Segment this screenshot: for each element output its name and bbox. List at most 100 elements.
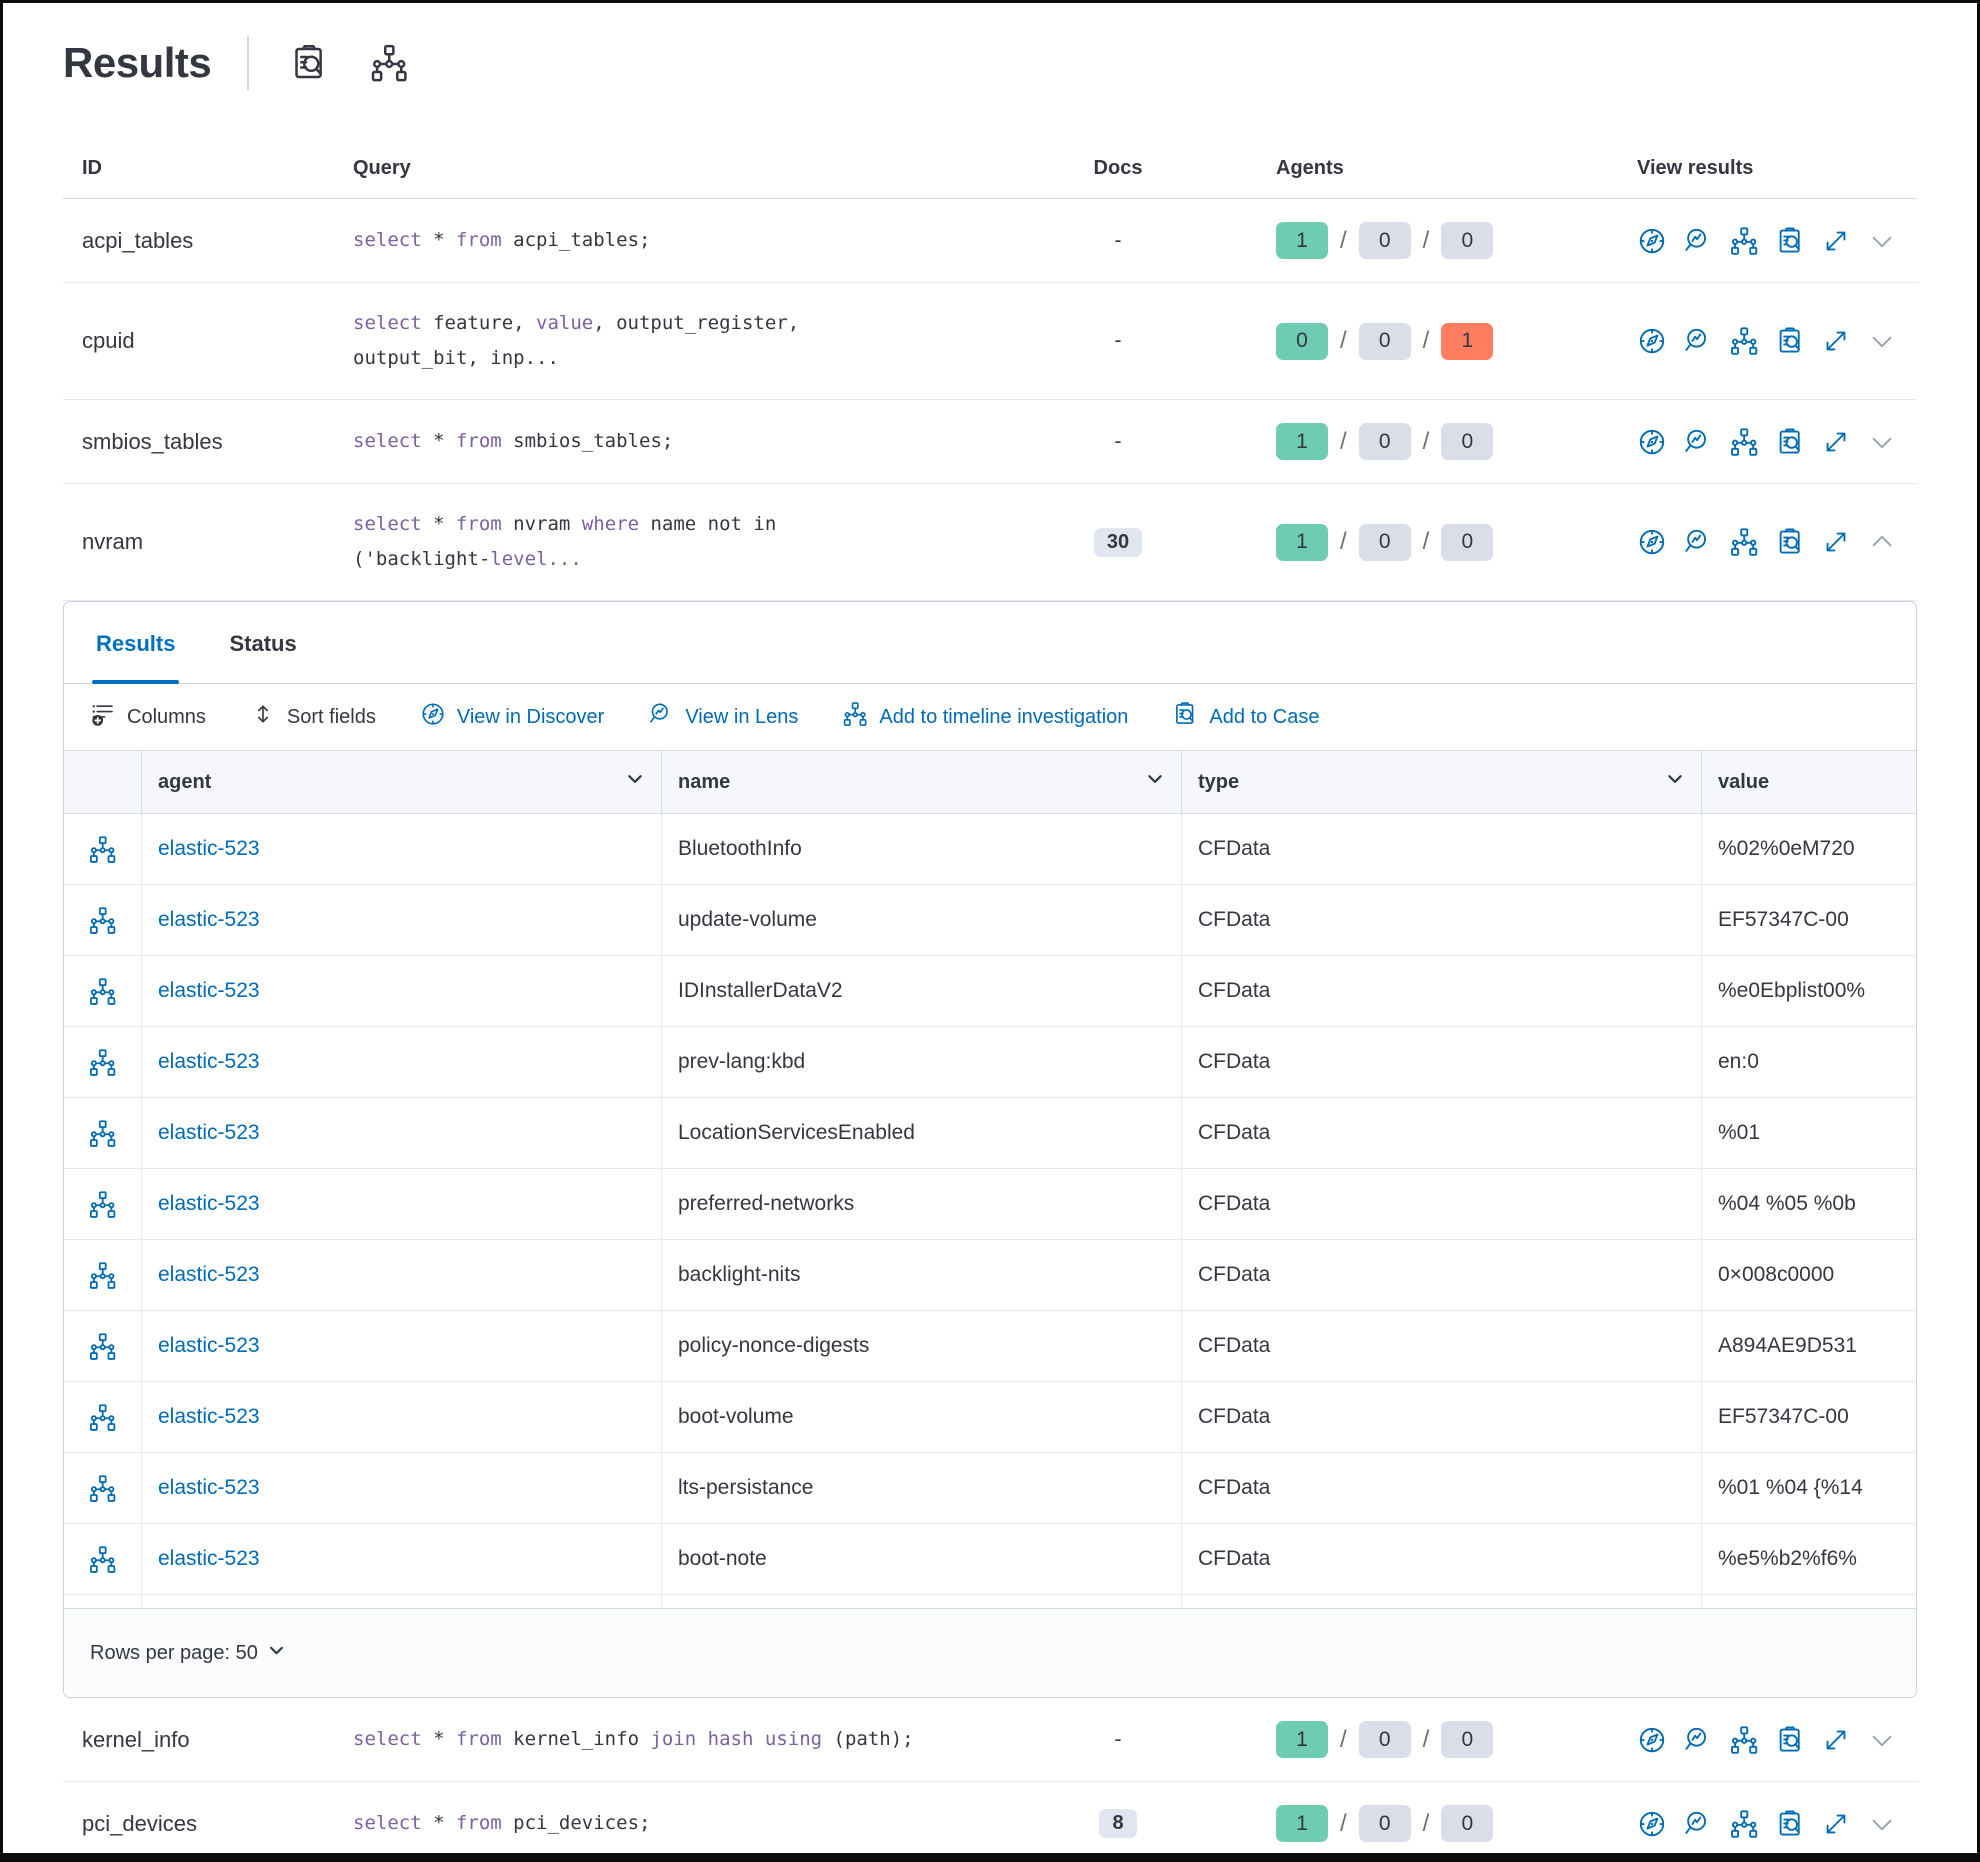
query-sql-line: select * from kernel_info join hash usin… xyxy=(353,1722,1050,1757)
add-to-timeline-icon[interactable] xyxy=(369,43,409,83)
rows-per-page-label: Rows per page: 50 xyxy=(90,1641,258,1664)
expand-results-icon[interactable] xyxy=(1821,326,1851,356)
add-result-to-timeline-icon[interactable] xyxy=(88,1545,117,1574)
row-timeline-cell xyxy=(64,1098,141,1168)
agent-link[interactable]: elastic-523 xyxy=(158,1547,260,1570)
add-to-case-icon[interactable] xyxy=(1775,1809,1805,1839)
view-in-discover-icon[interactable] xyxy=(1637,427,1667,457)
expand-row-chevron-icon[interactable] xyxy=(1867,326,1897,356)
add-to-case-icon[interactable] xyxy=(289,43,329,83)
sql-text: acpi_tables; xyxy=(501,229,651,251)
agents-separator: / xyxy=(1340,226,1347,254)
expand-row-chevron-icon[interactable] xyxy=(1867,427,1897,457)
add-result-to-timeline-icon[interactable] xyxy=(88,835,117,864)
expand-row-chevron-icon[interactable] xyxy=(1867,226,1897,256)
add-to-case-icon[interactable] xyxy=(1775,1725,1805,1755)
view-in-discover-icon[interactable] xyxy=(1637,226,1667,256)
agent-link[interactable]: elastic-523 xyxy=(158,1476,260,1499)
view-in-discover-icon[interactable] xyxy=(1637,326,1667,356)
add-to-case-icon[interactable] xyxy=(1775,427,1805,457)
agent-link[interactable]: elastic-523 xyxy=(158,1121,260,1144)
add-result-to-timeline-icon[interactable] xyxy=(88,906,117,935)
tab-results[interactable]: Results xyxy=(92,631,180,684)
add-result-to-timeline-icon[interactable] xyxy=(88,1048,117,1077)
view-results-actions xyxy=(1637,1809,1917,1839)
inner-column-header-agent[interactable]: agent xyxy=(141,751,661,813)
expand-results-icon[interactable] xyxy=(1821,1809,1851,1839)
view-in-discover-icon[interactable] xyxy=(1637,1809,1667,1839)
expand-results-icon[interactable] xyxy=(1821,1725,1851,1755)
value-cell: %01 %04 {%14 xyxy=(1701,1453,1916,1523)
agents-separator: / xyxy=(1340,1809,1347,1837)
agent-link[interactable]: elastic-523 xyxy=(158,837,260,860)
view-in-lens-icon[interactable] xyxy=(1683,1809,1713,1839)
view-in-discover-icon[interactable] xyxy=(1637,527,1667,557)
expand-row-chevron-icon[interactable] xyxy=(1867,1725,1897,1755)
agent-link[interactable]: elastic-523 xyxy=(158,1050,260,1073)
query-row: nvram select * from nvram where name not … xyxy=(63,484,1917,601)
add-to-timeline-icon[interactable] xyxy=(1729,1809,1759,1839)
agent-cell: elastic-523 xyxy=(141,1098,661,1168)
sql-text: (path); xyxy=(822,1728,914,1750)
tab-status[interactable]: Status xyxy=(225,631,300,683)
agents-success-badge: 1 xyxy=(1276,523,1328,561)
add-to-timeline-icon[interactable] xyxy=(1729,427,1759,457)
add-to-case-icon[interactable] xyxy=(1775,226,1805,256)
add-result-to-timeline-icon[interactable] xyxy=(88,1190,117,1219)
query-row: cpuid select feature, value, output_regis… xyxy=(63,283,1917,400)
add-result-to-timeline-icon[interactable] xyxy=(88,1119,117,1148)
view-in-lens-icon[interactable] xyxy=(1683,427,1713,457)
column-header-view-results: View results xyxy=(1637,157,1754,179)
columns-button[interactable]: Columns xyxy=(90,701,206,733)
sql-keyword: from xyxy=(455,1728,502,1750)
query-id: kernel_info xyxy=(82,1726,190,1752)
agent-link[interactable]: elastic-523 xyxy=(158,1405,260,1428)
agent-link[interactable]: elastic-523 xyxy=(158,908,260,931)
add-to-case-icon[interactable] xyxy=(1775,527,1805,557)
collapse-row-chevron-icon[interactable] xyxy=(1867,527,1897,557)
view-in-lens-icon[interactable] xyxy=(1683,226,1713,256)
view-in-discover-button[interactable]: View in Discover xyxy=(420,701,604,733)
agent-link[interactable]: elastic-523 xyxy=(158,979,260,1002)
expand-results-icon[interactable] xyxy=(1821,527,1851,557)
add-to-timeline-icon[interactable] xyxy=(1729,1725,1759,1755)
agent-link[interactable]: elastic-523 xyxy=(158,1192,260,1215)
add-to-timeline-icon[interactable] xyxy=(1729,226,1759,256)
sort-fields-button[interactable]: Sort fields xyxy=(250,701,376,733)
panel-tabs: Results Status xyxy=(64,602,1916,684)
toolbar-label: Sort fields xyxy=(286,705,376,728)
view-in-lens-button[interactable]: View in Lens xyxy=(648,701,798,733)
inner-column-header-name[interactable]: name xyxy=(661,751,1181,813)
add-to-case-button[interactable]: Add to Case xyxy=(1172,701,1320,733)
toolbar-label: Add to Case xyxy=(1209,705,1320,728)
agents-pending-badge: 0 xyxy=(1358,1721,1411,1758)
expand-results-icon[interactable] xyxy=(1821,226,1851,256)
add-result-to-timeline-icon[interactable] xyxy=(88,1332,117,1361)
sql-keyword: from xyxy=(455,513,502,535)
result-row: elastic-523 BluetoothInfo CFData %02%0eM720 xyxy=(64,814,1916,885)
add-result-to-timeline-icon[interactable] xyxy=(88,1474,117,1503)
query-sql-line: select feature, value, output_register, xyxy=(353,306,1050,341)
add-to-timeline-investigation-button[interactable]: Add to timeline investigation xyxy=(842,701,1128,733)
query-sql-line: select * from pci_devices; xyxy=(353,1806,1050,1841)
expand-results-icon[interactable] xyxy=(1821,427,1851,457)
add-result-to-timeline-icon[interactable] xyxy=(88,1403,117,1432)
value-cell: %02%0eM720 xyxy=(1701,814,1916,884)
add-to-timeline-icon[interactable] xyxy=(1729,326,1759,356)
add-result-to-timeline-icon[interactable] xyxy=(88,1261,117,1290)
view-in-discover-icon[interactable] xyxy=(1637,1725,1667,1755)
view-in-lens-icon[interactable] xyxy=(1683,326,1713,356)
sql-keyword: hash xyxy=(707,1728,754,1750)
view-in-lens-icon[interactable] xyxy=(1683,1725,1713,1755)
add-to-timeline-icon[interactable] xyxy=(1729,527,1759,557)
add-to-case-icon[interactable] xyxy=(1775,326,1805,356)
expand-row-chevron-icon[interactable] xyxy=(1867,1809,1897,1839)
view-in-lens-icon[interactable] xyxy=(1683,527,1713,557)
agent-link[interactable]: elastic-523 xyxy=(158,1334,260,1357)
sql-keyword: select xyxy=(353,1728,422,1750)
add-result-to-timeline-icon[interactable] xyxy=(88,977,117,1006)
agent-link[interactable]: elastic-523 xyxy=(158,1263,260,1286)
sql-keyword: select xyxy=(353,513,422,535)
inner-column-header-type[interactable]: type xyxy=(1181,751,1701,813)
rows-per-page-button[interactable]: Rows per page: 50 xyxy=(84,1640,292,1667)
